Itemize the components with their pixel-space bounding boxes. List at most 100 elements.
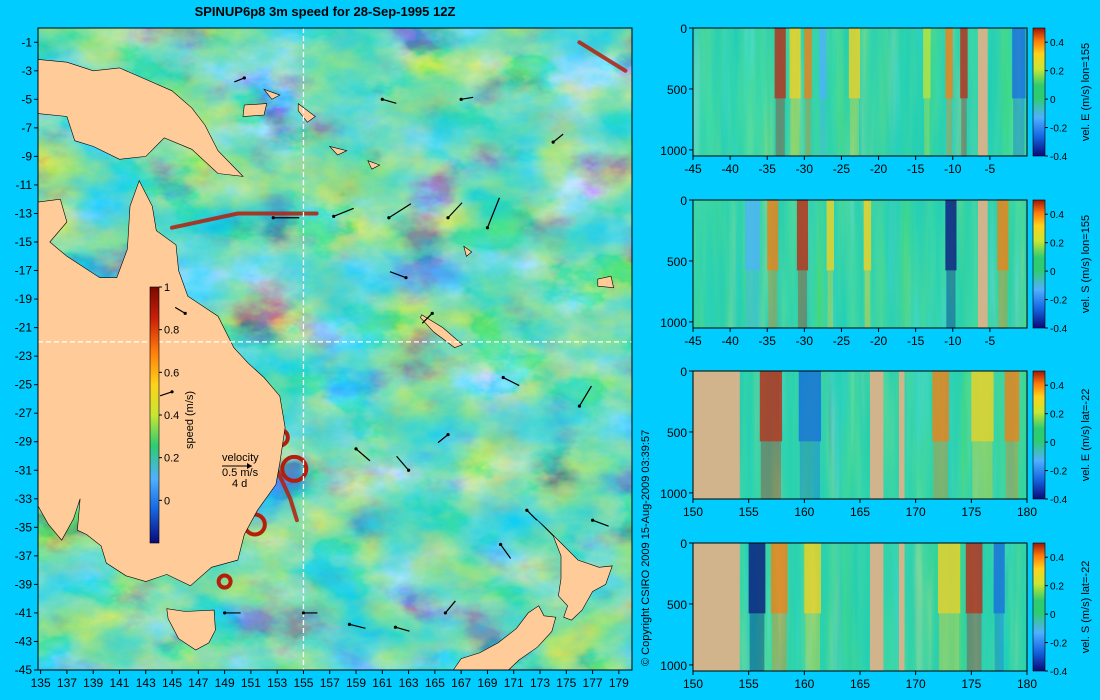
map-y-tick-label: -23 — [15, 349, 33, 363]
section-bathy-mask — [693, 371, 740, 499]
section-x-tick-label: 180 — [1017, 677, 1037, 691]
velocity-arrow-tail — [271, 216, 275, 220]
speed-map: 135 137 139 141 143 145 147 149 151 153 155 157 159 1… — [15, 27, 633, 690]
section-jet-deep — [797, 270, 808, 328]
section-jet-deep — [961, 98, 967, 156]
velocity-arrow-tail — [430, 311, 434, 315]
section-panel-3: 150 155 160 165 170 175 180 0 500 1000 -0.4 -0.2 0 0.… — [660, 365, 1092, 519]
speed-colorbar-tick-label: 0 — [164, 495, 170, 507]
speed-colorbar-tick-label: 1 — [164, 282, 170, 294]
velocity-arrow-tail — [170, 390, 174, 394]
map-x-tick-label: 137 — [57, 676, 77, 690]
velocity-arrow — [437, 434, 449, 444]
velocity-arrow-tail — [501, 375, 505, 380]
section-jet — [770, 543, 788, 614]
section-jet-deep — [966, 613, 982, 671]
section-colorbar-tick-label: 0.2 — [1050, 239, 1064, 250]
section-jet-deep — [972, 441, 993, 499]
speed-colorbar-tick-label: 0.8 — [164, 325, 179, 337]
speed-colorbar — [149, 286, 160, 544]
velocity-arrow — [526, 509, 538, 521]
section-jet — [848, 28, 860, 99]
section-jet — [744, 200, 760, 271]
map-y-tick-label: -35 — [15, 520, 33, 534]
section-colorbar — [1032, 370, 1046, 500]
map-y-tick-label: -3 — [21, 64, 32, 78]
map-x-tick-label: 167 — [451, 676, 471, 690]
section-colorbar-tick-label: 0.2 — [1050, 582, 1064, 593]
section-colorbar-tick-label: -0.4 — [1050, 495, 1068, 506]
section-x-tick-label: 155 — [739, 505, 759, 519]
section-x-tick-label: -20 — [870, 162, 888, 176]
velocity-arrow-tail — [498, 542, 503, 547]
section-jet-deep — [745, 270, 759, 328]
map-frame — [37, 27, 633, 671]
map-x-tick-label: 159 — [346, 676, 366, 690]
section-jet-deep — [933, 441, 949, 499]
velocity-legend-arrowhead — [247, 463, 252, 469]
map-x-tick-label: 171 — [504, 676, 524, 690]
land-island — [597, 275, 614, 289]
map-x-tick-label: 135 — [31, 676, 51, 690]
map-x-tick-label: 149 — [215, 676, 235, 690]
section-field — [693, 371, 1027, 499]
speed-colorbar-label: speed (m/s) — [184, 391, 196, 449]
section-x-tick-label: 155 — [739, 677, 759, 691]
section-x-tick-label: -5 — [985, 162, 996, 176]
section-colorbar-label: vel. S (m/s) lon=155 — [1080, 215, 1092, 313]
velocity-arrow-tail — [387, 216, 391, 220]
velocity-arrow — [592, 519, 609, 527]
velocity-arrow — [234, 77, 245, 83]
speed-colorbar-tick-label: 0.6 — [164, 367, 179, 379]
copyright-note: © Copyright CSIRO 2009 15-Aug-2009 03:39… — [640, 429, 652, 666]
velocity-arrow — [174, 306, 186, 314]
section-colorbar — [1032, 27, 1046, 157]
section-colorbar-tick-label: 0 — [1050, 95, 1056, 106]
section-colorbar-tick-label: 0.4 — [1050, 381, 1064, 392]
map-y-tick-label: -19 — [15, 292, 33, 306]
section-colorbar — [1032, 199, 1046, 329]
velocity-arrow-tail — [446, 433, 450, 437]
velocity-arrow-tail — [223, 611, 227, 615]
section-y-tick-label: 1000 — [660, 659, 687, 673]
velocity-arrow-tail — [301, 611, 306, 615]
section-jet — [945, 200, 957, 271]
velocity-arrow — [396, 455, 410, 471]
map-y-tick-label: -29 — [15, 435, 33, 449]
section-colorbar-tick-label: -0.2 — [1050, 296, 1068, 307]
section-wash — [693, 200, 1027, 328]
velocity-arrow-tail — [380, 97, 384, 101]
eddy-ring — [280, 454, 309, 483]
map-x-tick-label: 161 — [372, 676, 392, 690]
velocity-arrow-tail — [443, 611, 447, 615]
section-jet — [1012, 28, 1026, 99]
section-bathy-mask — [870, 371, 884, 499]
section-x-tick-label: -10 — [944, 334, 962, 348]
section-bathy-mask — [978, 28, 988, 156]
velocity-arrow — [388, 203, 412, 219]
section-jet — [767, 200, 779, 271]
section-bathy-mask — [870, 543, 884, 671]
map-y-tick-label: -27 — [15, 406, 33, 420]
velocity-arrow — [395, 626, 410, 632]
section-jet-deep — [924, 98, 930, 156]
current-streak — [170, 211, 319, 230]
section-y-tick-label: 0 — [680, 365, 687, 379]
section-jet-deep — [994, 613, 1004, 671]
section-x-tick-label: -45 — [684, 162, 702, 176]
velocity-arrow-tail — [393, 625, 398, 629]
section-frame — [692, 27, 1028, 157]
map-x-tick-label: 157 — [320, 676, 340, 690]
section-x-tick-label: -35 — [759, 334, 777, 348]
velocity-arrow — [502, 376, 520, 387]
section-jet-deep — [805, 613, 821, 671]
section-jet — [798, 371, 822, 442]
section-x-tick-label: 170 — [906, 677, 926, 691]
section-jet-deep — [749, 613, 765, 671]
map-x-tick-label: 163 — [399, 676, 419, 690]
map-y-tick-label: -11 — [16, 178, 33, 192]
section-jet — [804, 28, 812, 99]
map-y-tick-label: -45 — [15, 663, 33, 677]
section-x-tick-label: 150 — [683, 505, 703, 519]
section-colorbar-tick-label: 0.4 — [1050, 210, 1064, 221]
